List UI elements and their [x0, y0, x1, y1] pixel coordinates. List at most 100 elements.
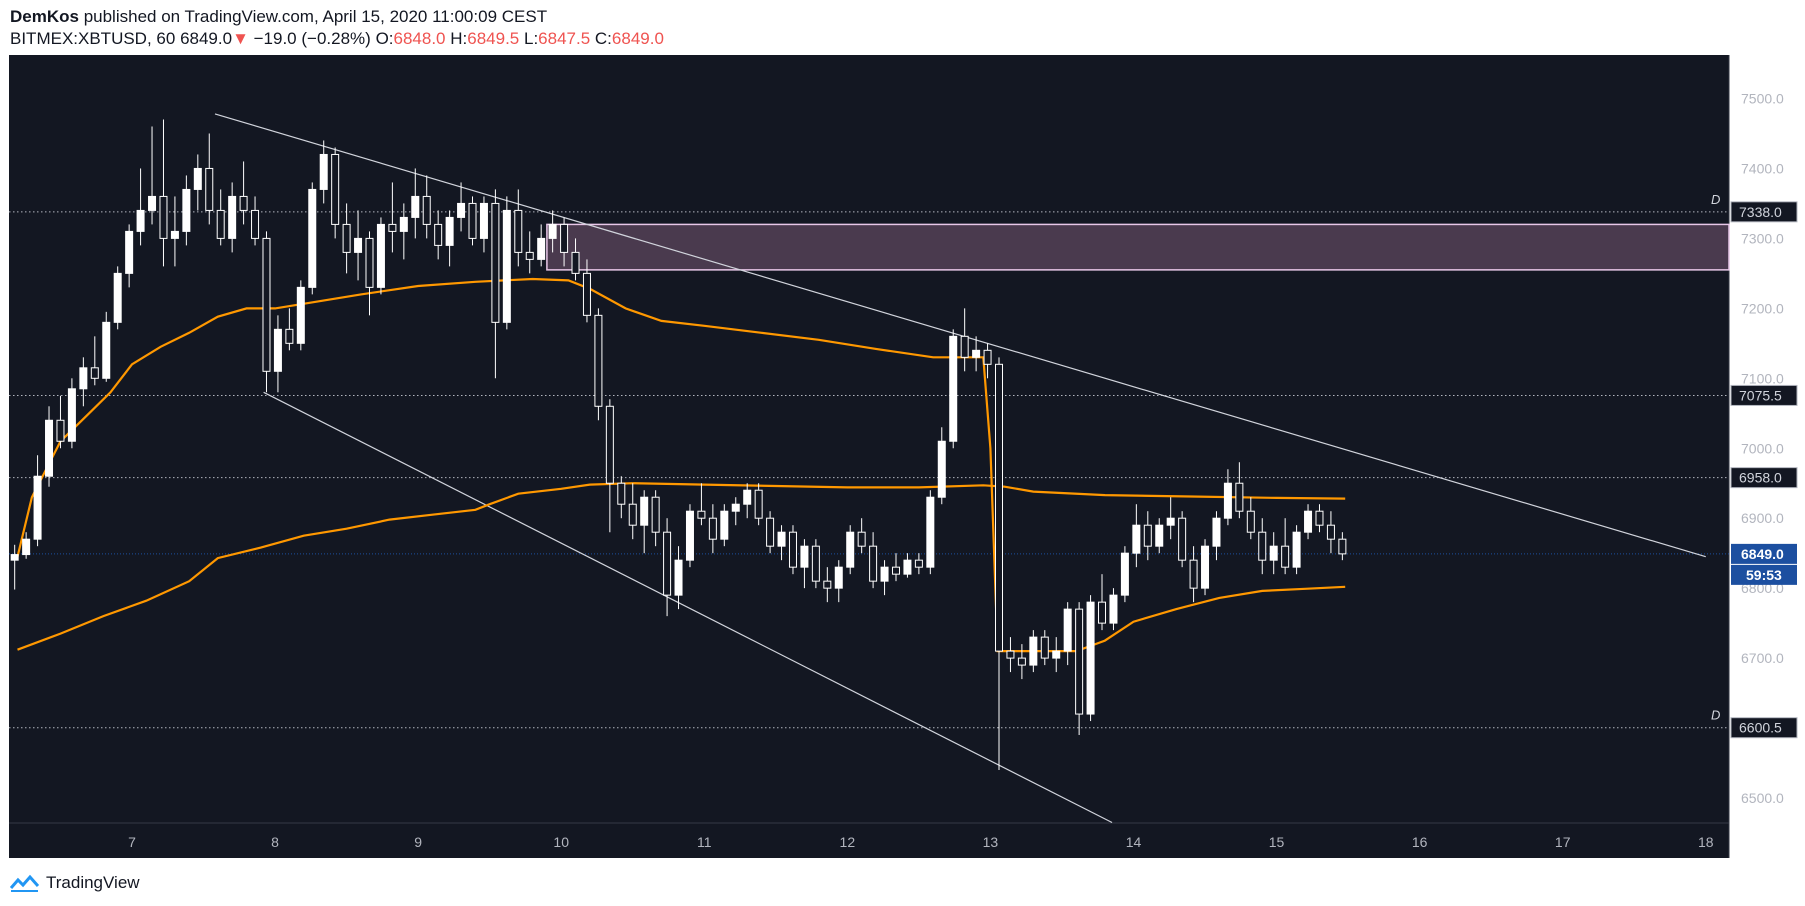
candle-83	[960, 308, 969, 372]
candle-body	[846, 531, 855, 568]
candle-body	[365, 237, 374, 288]
candle-82	[949, 329, 958, 449]
candle-38	[445, 210, 454, 267]
candle-body	[617, 482, 626, 505]
price-level-box	[1730, 717, 1798, 739]
candle-body	[1052, 650, 1061, 659]
candle-body	[869, 545, 878, 582]
candle-54	[628, 483, 637, 540]
candle-64	[743, 483, 752, 519]
zone-rect	[546, 223, 1730, 271]
time-tick-label: 14	[1126, 834, 1142, 850]
candle-98	[1132, 504, 1141, 568]
price-change: −19.0 (−0.28%)	[253, 29, 371, 48]
candle-56	[651, 490, 660, 547]
candle-13	[159, 119, 168, 267]
candle-42	[491, 189, 500, 379]
candle-115	[1326, 511, 1335, 554]
candle-31	[365, 231, 374, 316]
candle-body	[1029, 636, 1038, 666]
candle-body	[1109, 594, 1118, 624]
candle-76	[880, 560, 889, 596]
chart-background	[9, 55, 1729, 858]
candle-62	[720, 504, 729, 547]
candle-52	[605, 399, 614, 533]
candle-67	[777, 525, 786, 561]
candle-114	[1315, 504, 1324, 533]
candle-body	[1143, 524, 1152, 547]
candle-85	[983, 343, 992, 379]
candle-body	[445, 216, 454, 246]
candle-body	[1212, 517, 1221, 547]
candle-89	[1029, 630, 1038, 673]
candle-body	[1304, 510, 1313, 533]
candle-36	[422, 175, 431, 239]
candle-57	[663, 518, 672, 617]
candle-body	[1086, 601, 1095, 715]
time-tick-label: 9	[414, 834, 422, 850]
moving-average-1	[17, 482, 1346, 651]
candle-body	[251, 209, 260, 239]
candle-body	[1075, 608, 1084, 715]
price-tick-label: 7400.0	[1741, 160, 1784, 176]
candle-39	[457, 182, 466, 232]
price-level-label: 7338.0	[1739, 204, 1782, 220]
price-tick-label: 7100.0	[1741, 370, 1784, 386]
candle-body	[113, 272, 122, 323]
candle-93	[1075, 602, 1084, 736]
candle-8	[102, 311, 111, 382]
candle-body	[228, 195, 237, 239]
candle-body	[22, 538, 31, 556]
candle-12	[148, 126, 157, 225]
time-tick-label: 18	[1698, 834, 1714, 850]
candle-body	[743, 489, 752, 505]
level-marker: D	[1711, 192, 1720, 207]
candle-body	[1326, 524, 1335, 540]
candle-100	[1155, 518, 1164, 554]
candles	[10, 119, 1347, 771]
candle-body	[914, 559, 923, 568]
publisher-name[interactable]: DemKos	[10, 7, 79, 26]
candle-body	[1223, 482, 1232, 519]
candle-body	[79, 367, 88, 390]
candle-body	[903, 559, 912, 575]
candle-72	[834, 560, 843, 603]
supply-zone	[546, 223, 1730, 271]
candle-74	[857, 518, 866, 554]
candle-body	[628, 503, 637, 526]
candle-body	[479, 202, 488, 239]
tradingview-brand[interactable]: TradingView	[10, 871, 140, 895]
candle-body	[880, 566, 889, 582]
time-tick-label: 11	[697, 834, 712, 850]
candle-body	[56, 419, 65, 442]
close-label: C:	[594, 29, 612, 48]
candle-111	[1281, 518, 1290, 575]
candle-26	[308, 182, 317, 295]
candle-body	[754, 489, 763, 519]
symbol-name[interactable]: BITMEX:XBTUSD, 60	[10, 29, 176, 48]
candle-body	[125, 230, 134, 274]
price-tick-label: 7200.0	[1741, 300, 1784, 316]
countdown-label: 59:53	[1746, 567, 1782, 583]
current-price-badge	[1731, 543, 1797, 564]
candle-body	[537, 237, 546, 260]
last-price: 6849.0	[180, 29, 233, 48]
candle-body	[651, 496, 660, 533]
candle-body	[949, 335, 958, 442]
candle-body	[422, 195, 431, 225]
candle-2	[33, 455, 42, 547]
candle-body	[376, 223, 385, 288]
candle-body	[1006, 650, 1015, 659]
candle-0	[10, 544, 19, 590]
horizontal-levels	[9, 211, 1729, 729]
candle-46	[537, 224, 546, 267]
candle-33	[388, 182, 397, 253]
candle-body	[1178, 517, 1187, 561]
candle-body	[823, 580, 832, 589]
high-value: 6849.5	[467, 29, 520, 48]
candle-body	[1120, 552, 1129, 596]
candle-113	[1304, 504, 1313, 540]
time-tick-label: 10	[553, 834, 569, 850]
price-tick-label: 7500.0	[1741, 91, 1784, 107]
